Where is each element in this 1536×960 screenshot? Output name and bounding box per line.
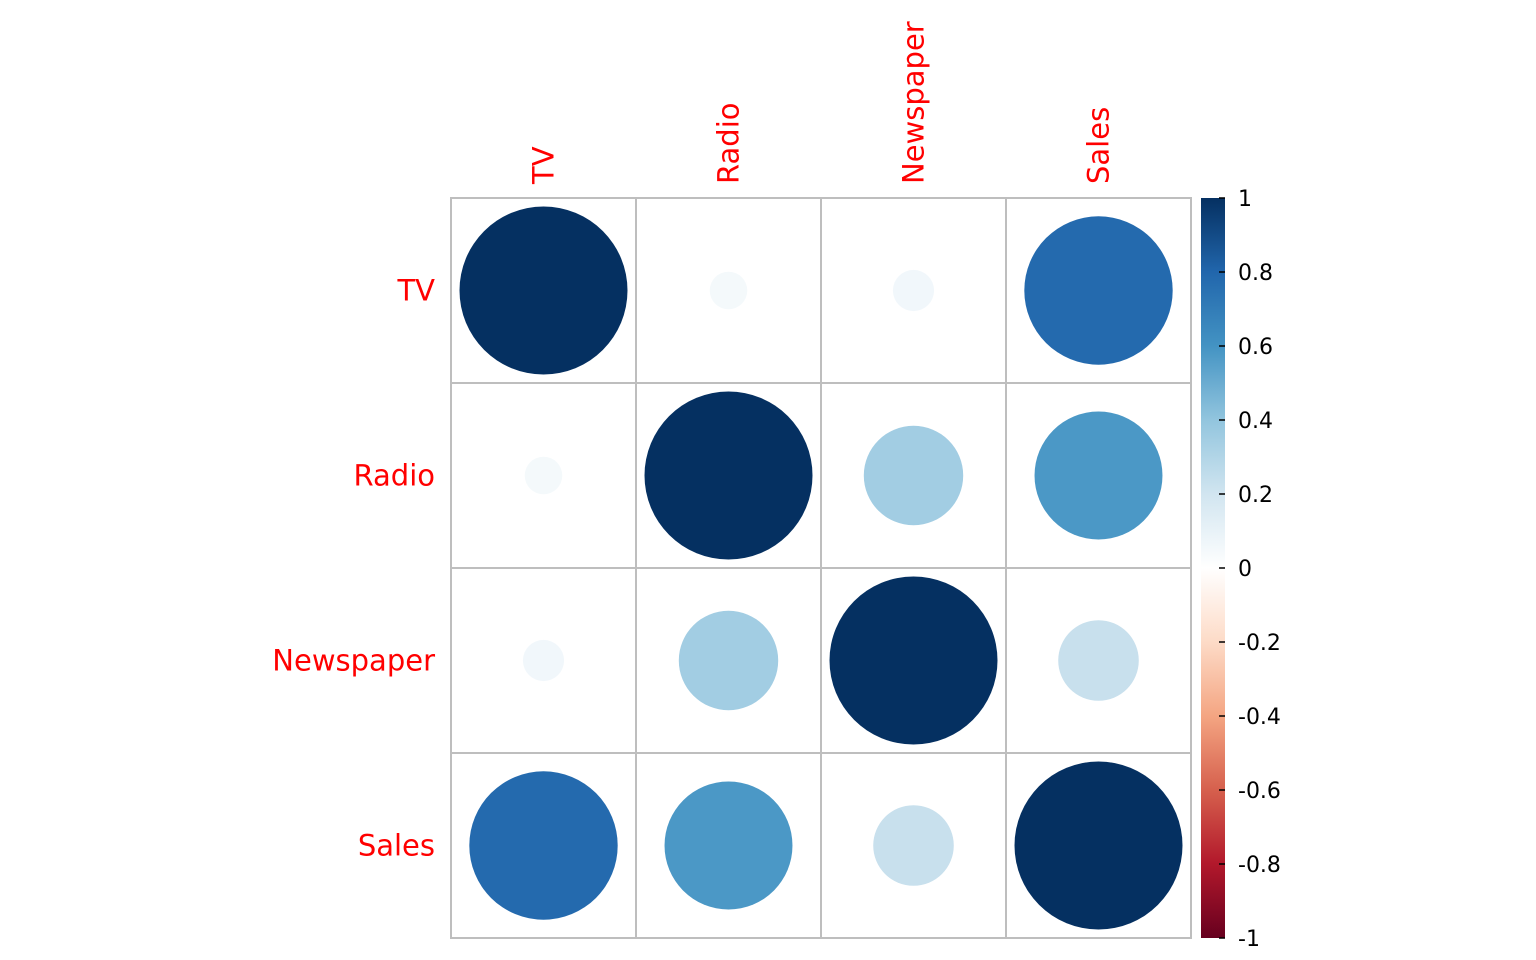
- corr-circle-sales-radio: [664, 781, 793, 910]
- grid-cell-sales-sales: [1005, 752, 1192, 939]
- color-legend-ticks: 1 0.8 0.6 0.4 0.2 0 -0.2 -0.4 -0.6 -0.8 -1: [1219, 187, 1281, 952]
- color-legend-tick-label: 0.6: [1238, 335, 1273, 360]
- row-label-sales: Sales: [358, 829, 435, 863]
- color-legend-tick-label: 0.8: [1238, 261, 1273, 286]
- correlation-circles: [459, 206, 1183, 930]
- column-label-tv: TV: [527, 146, 561, 185]
- color-legend-tick-label: -0.8: [1238, 853, 1281, 878]
- color-legend-tick-label: -0.4: [1238, 705, 1281, 730]
- row-label-newspaper: Newspaper: [272, 644, 435, 678]
- corr-circle-tv-tv: [459, 206, 628, 375]
- corr-circle-tv-sales: [1024, 216, 1173, 365]
- corr-circle-tv-radio: [709, 271, 748, 310]
- color-legend: 1 0.8 0.6 0.4 0.2 0 -0.2 -0.4 -0.6 -0.8 -1: [1201, 187, 1281, 952]
- color-legend-tick-label: 0: [1238, 557, 1252, 582]
- color-legend-tick-label: 0.4: [1238, 409, 1273, 434]
- color-legend-tick-label: -0.2: [1238, 631, 1281, 656]
- corr-circle-newspaper-radio: [678, 610, 779, 711]
- column-labels: TV Radio Newspaper Sales: [527, 21, 1116, 185]
- corr-circle-tv-newspaper: [892, 269, 935, 312]
- color-legend-tick-label: 0.2: [1238, 483, 1273, 508]
- column-label-newspaper: Newspaper: [897, 21, 931, 184]
- corr-circle-sales-tv: [469, 771, 618, 920]
- corr-circle-sales-newspaper: [873, 805, 954, 886]
- row-labels: TV Radio Newspaper Sales: [272, 274, 435, 863]
- column-label-radio: Radio: [712, 103, 746, 185]
- row-label-tv: TV: [396, 274, 435, 308]
- corr-circle-radio-newspaper: [863, 425, 964, 526]
- corr-circle-newspaper-tv: [522, 639, 565, 682]
- cell-grid: [450, 197, 1192, 939]
- color-legend-tick-label: -1: [1238, 927, 1260, 952]
- corr-circle-radio-radio: [644, 391, 813, 560]
- column-label-sales: Sales: [1082, 107, 1116, 184]
- corr-circle-newspaper-newspaper: [829, 576, 998, 745]
- color-legend-tick-label: -0.6: [1238, 779, 1281, 804]
- corr-circle-radio-sales: [1034, 411, 1163, 540]
- corr-circle-radio-tv: [524, 456, 563, 495]
- color-legend-tick-label: 1: [1238, 187, 1252, 212]
- corr-circle-newspaper-sales: [1058, 620, 1139, 701]
- row-label-radio: Radio: [354, 459, 436, 493]
- corr-circle-sales-sales: [1014, 761, 1183, 930]
